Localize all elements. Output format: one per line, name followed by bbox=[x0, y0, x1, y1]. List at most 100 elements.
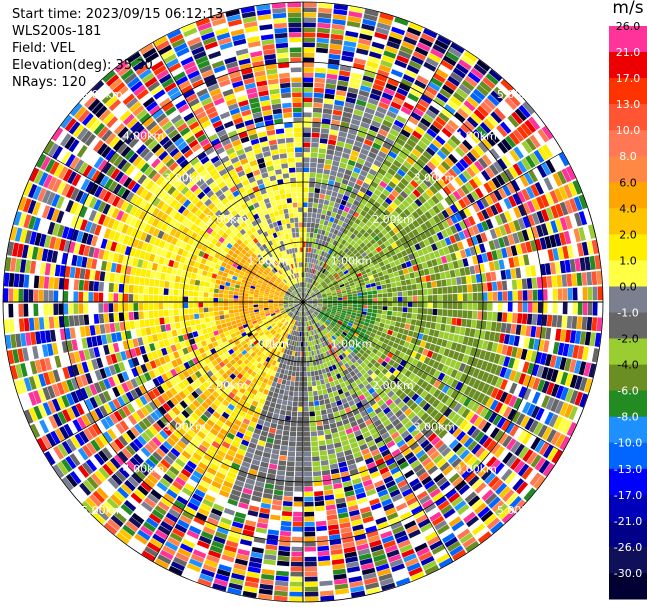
velocity-gate bbox=[352, 307, 358, 311]
velocity-gate bbox=[561, 315, 568, 328]
velocity-gate bbox=[303, 57, 315, 63]
velocity-gate bbox=[391, 287, 397, 292]
velocity-gate bbox=[494, 202, 503, 214]
velocity-gate bbox=[462, 293, 468, 301]
velocity-gate bbox=[477, 370, 485, 380]
velocity-gate bbox=[339, 126, 349, 133]
velocity-gate bbox=[547, 302, 553, 314]
velocity-gate bbox=[339, 215, 346, 222]
velocity-gate bbox=[303, 451, 312, 457]
velocity-gate bbox=[338, 328, 344, 333]
velocity-gate bbox=[455, 161, 466, 172]
velocity-gate bbox=[333, 282, 339, 286]
velocity-gate bbox=[385, 371, 393, 379]
velocity-gate bbox=[428, 227, 436, 236]
velocity-gate bbox=[463, 100, 476, 112]
velocity-gate bbox=[392, 306, 398, 312]
velocity-gate bbox=[367, 302, 373, 306]
velocity-gate bbox=[418, 70, 432, 81]
velocity-gate bbox=[318, 266, 323, 272]
velocity-gate bbox=[319, 374, 324, 380]
velocity-gate bbox=[565, 388, 574, 403]
velocity-gate bbox=[502, 291, 508, 301]
velocity-gate bbox=[320, 128, 330, 134]
velocity-gate bbox=[380, 124, 391, 133]
velocity-gate bbox=[465, 136, 477, 147]
velocity-gate bbox=[428, 217, 437, 227]
velocity-gate bbox=[513, 219, 521, 232]
velocity-gate bbox=[366, 271, 373, 277]
velocity-gate bbox=[389, 277, 396, 283]
velocity-gate bbox=[385, 334, 392, 340]
velocity-gate bbox=[404, 362, 411, 370]
velocity-gate bbox=[337, 80, 349, 87]
velocity-gate bbox=[399, 392, 407, 401]
velocity-gate bbox=[420, 276, 426, 283]
velocity-gate bbox=[508, 334, 515, 346]
velocity-gate bbox=[431, 195, 440, 205]
velocity-gate bbox=[433, 215, 441, 224]
velocity-gate bbox=[342, 50, 355, 58]
velocity-gate bbox=[387, 340, 394, 347]
velocity-gate bbox=[332, 14, 347, 21]
velocity-gate bbox=[376, 216, 384, 224]
velocity-gate bbox=[382, 142, 392, 150]
velocity-gate bbox=[450, 342, 458, 351]
velocity-gate bbox=[464, 248, 472, 257]
velocity-gate bbox=[507, 291, 513, 301]
velocity-gate bbox=[314, 289, 319, 294]
velocity-gate bbox=[324, 322, 329, 327]
velocity-gate bbox=[373, 235, 380, 242]
velocity-gate bbox=[493, 353, 501, 364]
velocity-gate bbox=[447, 100, 459, 111]
velocity-gate bbox=[401, 346, 408, 354]
velocity-gate bbox=[497, 104, 510, 117]
velocity-gate bbox=[329, 324, 334, 329]
velocity-gate bbox=[573, 228, 581, 243]
velocity-gate bbox=[515, 413, 526, 426]
velocity-gate bbox=[513, 460, 526, 474]
velocity-gate bbox=[331, 28, 345, 36]
velocity-gate bbox=[425, 275, 431, 282]
velocity-gate bbox=[403, 174, 413, 183]
velocity-gate bbox=[409, 88, 422, 98]
velocity-gate bbox=[388, 229, 396, 237]
velocity-gate bbox=[437, 222, 445, 231]
velocity-gate bbox=[511, 411, 521, 423]
velocity-gate bbox=[463, 422, 473, 433]
velocity-gate bbox=[299, 371, 303, 377]
velocity-gate bbox=[317, 430, 325, 436]
velocity-gate bbox=[441, 316, 447, 324]
velocity-gate bbox=[433, 96, 446, 107]
velocity-gate bbox=[331, 23, 345, 31]
velocity-gate bbox=[353, 321, 359, 326]
velocity-gate bbox=[292, 351, 296, 356]
velocity-gate bbox=[323, 484, 333, 491]
velocity-gate bbox=[292, 366, 297, 372]
velocity-gate bbox=[352, 299, 358, 302]
velocity-gate bbox=[433, 265, 440, 274]
velocity-gate bbox=[365, 65, 378, 74]
velocity-gate bbox=[409, 134, 420, 144]
velocity-gate bbox=[392, 369, 400, 377]
velocity-gate bbox=[312, 298, 318, 300]
velocity-gate bbox=[463, 397, 472, 407]
velocity-gate bbox=[472, 129, 484, 141]
velocity-gate bbox=[432, 205, 441, 214]
velocity-gate bbox=[428, 267, 435, 275]
velocity-gate bbox=[330, 468, 340, 475]
velocity-gate bbox=[572, 302, 578, 315]
velocity-gate bbox=[401, 285, 407, 291]
velocity-gate bbox=[396, 231, 403, 239]
velocity-gate bbox=[521, 157, 532, 171]
velocity-gate bbox=[426, 315, 432, 322]
velocity-gate bbox=[332, 294, 338, 298]
velocity-gate bbox=[334, 325, 340, 330]
velocity-gate bbox=[296, 446, 303, 452]
velocity-gate bbox=[414, 79, 427, 90]
velocity-gate bbox=[306, 282, 308, 288]
velocity-gate bbox=[484, 409, 494, 421]
velocity-gate bbox=[473, 145, 485, 157]
velocity-gate bbox=[357, 343, 364, 349]
velocity-gate bbox=[349, 282, 355, 287]
